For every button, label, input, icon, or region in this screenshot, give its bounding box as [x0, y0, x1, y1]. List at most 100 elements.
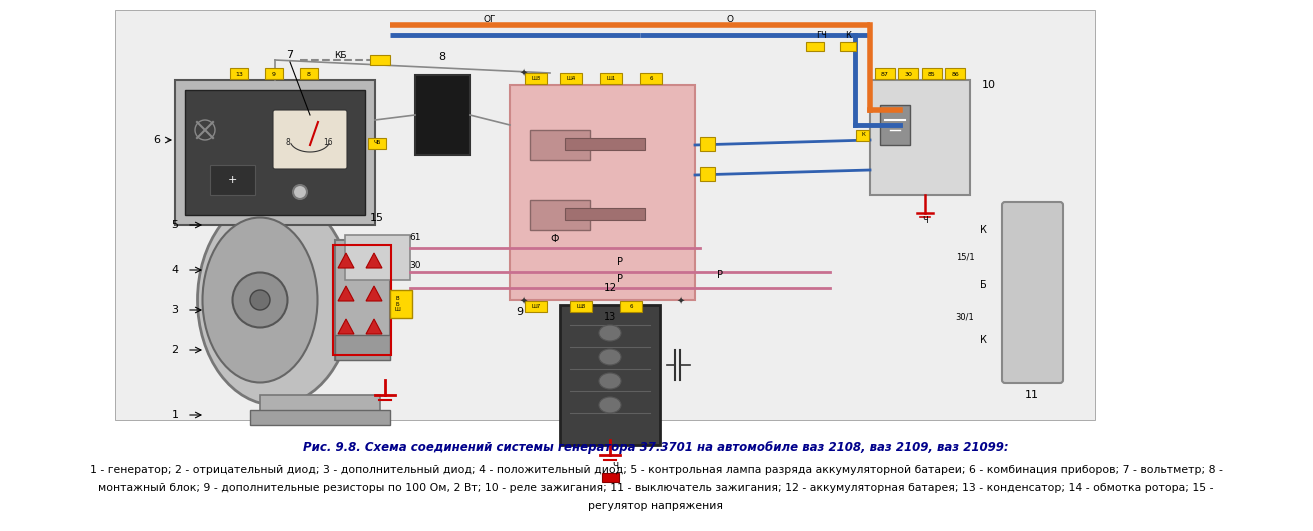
Text: 11: 11	[1025, 390, 1039, 400]
Bar	[509, 85, 695, 300]
Bar	[530, 200, 590, 230]
Bar	[335, 335, 390, 360]
Text: +: +	[227, 175, 236, 185]
Text: 1: 1	[172, 410, 179, 420]
Text: 9: 9	[272, 72, 276, 76]
Text: 6: 6	[154, 135, 160, 145]
Bar	[260, 395, 379, 415]
Ellipse shape	[202, 218, 318, 382]
Text: 3: 3	[172, 305, 179, 315]
Text: 85: 85	[928, 72, 936, 76]
Bar	[922, 68, 941, 79]
Text: Ш8: Ш8	[576, 304, 586, 309]
Bar	[368, 138, 386, 149]
Text: 2: 2	[172, 345, 179, 355]
Text: 6: 6	[629, 304, 633, 309]
Bar	[265, 68, 284, 79]
Polygon shape	[366, 286, 382, 301]
Text: 7: 7	[286, 50, 294, 60]
Bar	[210, 165, 255, 195]
Text: регулятор напряжения: регулятор напряжения	[588, 501, 723, 511]
Ellipse shape	[232, 272, 288, 328]
FancyBboxPatch shape	[1002, 202, 1064, 383]
Text: 15: 15	[370, 213, 383, 223]
Text: 4: 4	[172, 265, 179, 275]
Text: 30: 30	[410, 261, 420, 270]
Bar	[415, 75, 470, 155]
Text: К: К	[846, 30, 851, 39]
Text: ✦: ✦	[520, 69, 528, 79]
Text: 13: 13	[235, 72, 243, 76]
Bar	[700, 137, 716, 151]
Bar	[530, 130, 590, 160]
Text: монтажный блок; 9 - дополнительные резисторы по 100 Ом, 2 Вт; 10 - реле зажигани: монтажный блок; 9 - дополнительные резис…	[98, 483, 1213, 493]
Bar	[561, 73, 582, 84]
Ellipse shape	[599, 349, 621, 365]
Bar	[335, 240, 390, 360]
Bar	[639, 73, 662, 84]
Bar	[620, 301, 642, 312]
Bar	[565, 208, 645, 220]
Bar	[334, 245, 391, 355]
Ellipse shape	[599, 325, 621, 341]
Bar	[525, 301, 548, 312]
Text: ЧБ: ЧБ	[373, 141, 381, 145]
Bar	[116, 10, 1095, 420]
Text: Р: Р	[617, 274, 622, 284]
Bar	[299, 68, 318, 79]
Bar	[601, 473, 618, 482]
Bar	[840, 42, 856, 51]
Text: 5: 5	[172, 220, 179, 230]
Text: 30/1: 30/1	[956, 313, 974, 322]
Text: Ш7: Ш7	[532, 304, 541, 309]
Bar	[370, 55, 390, 65]
Text: ГЧ: ГЧ	[817, 30, 827, 39]
Text: В
Б
Ш: В Б Ш	[394, 296, 400, 312]
Bar	[570, 301, 592, 312]
Bar	[898, 68, 918, 79]
Text: Ш1: Ш1	[607, 76, 616, 81]
Text: О: О	[726, 15, 734, 24]
Text: 10: 10	[982, 80, 997, 90]
Ellipse shape	[599, 397, 621, 413]
FancyBboxPatch shape	[273, 110, 347, 169]
Text: Ш4: Ш4	[566, 76, 575, 81]
Text: 87: 87	[881, 72, 889, 76]
Ellipse shape	[293, 185, 307, 199]
Text: 6: 6	[649, 76, 653, 81]
Text: 9: 9	[516, 307, 524, 317]
Bar	[700, 167, 716, 181]
Text: Ч: Ч	[612, 462, 618, 471]
Bar	[175, 80, 376, 225]
Text: Б: Б	[979, 280, 986, 290]
Text: К: К	[979, 335, 986, 345]
Ellipse shape	[197, 195, 352, 405]
Polygon shape	[366, 319, 382, 334]
Text: ОГ: ОГ	[483, 15, 496, 24]
Text: 1 - генератор; 2 - отрицательный диод; 3 - дополнительный диод; 4 - положительны: 1 - генератор; 2 - отрицательный диод; 3…	[89, 465, 1222, 475]
Polygon shape	[337, 286, 355, 301]
Bar	[806, 42, 825, 51]
Text: Ч: Ч	[922, 216, 928, 225]
Text: 61: 61	[410, 233, 420, 242]
Text: 8: 8	[439, 52, 445, 62]
Text: КБ: КБ	[334, 50, 347, 59]
Text: Р: Р	[617, 257, 622, 267]
Bar	[600, 73, 622, 84]
Polygon shape	[337, 253, 355, 268]
Bar	[390, 290, 412, 318]
Bar	[345, 235, 410, 280]
Text: 8: 8	[307, 72, 311, 76]
Text: Р: Р	[717, 270, 723, 280]
Bar	[525, 73, 548, 84]
Text: К: К	[979, 225, 986, 235]
Text: ✦: ✦	[520, 297, 528, 307]
Ellipse shape	[599, 373, 621, 389]
Bar	[871, 80, 970, 195]
Text: К: К	[861, 133, 865, 138]
Text: 15/1: 15/1	[956, 253, 974, 262]
Bar	[856, 130, 869, 141]
Text: 12: 12	[604, 283, 617, 293]
Text: 13: 13	[604, 312, 616, 322]
Bar	[230, 68, 248, 79]
